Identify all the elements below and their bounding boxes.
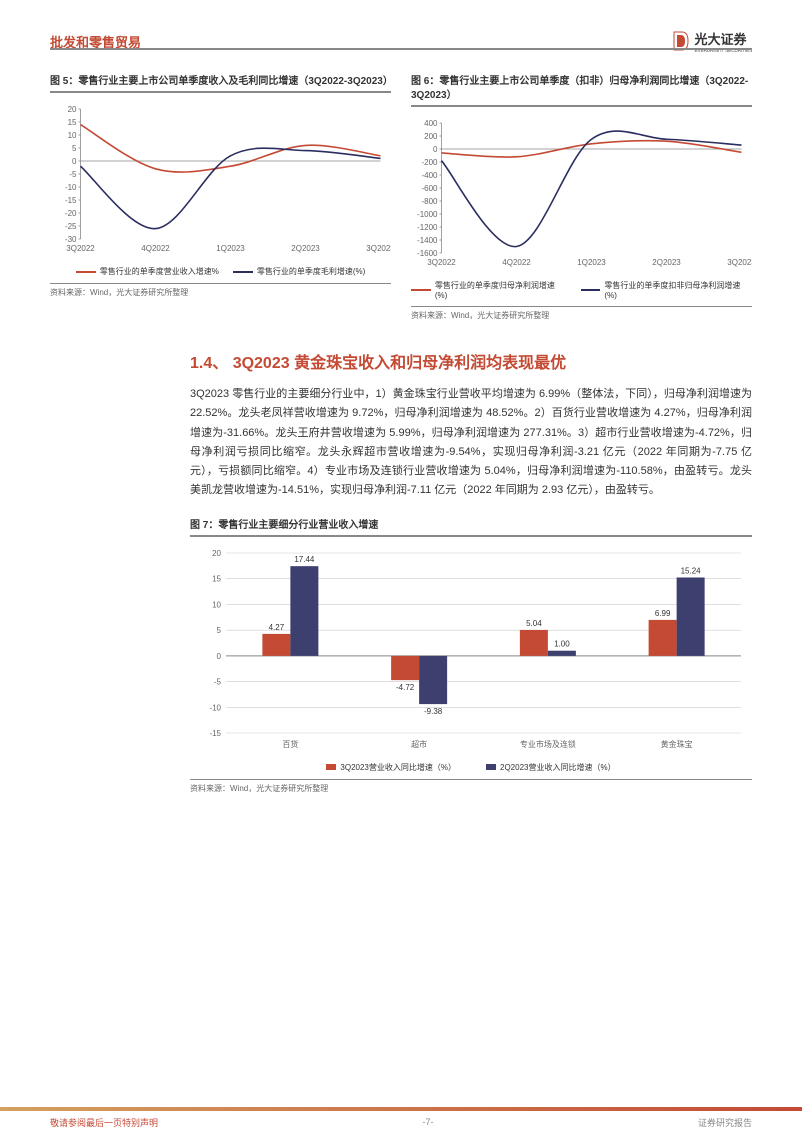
svg-text:-800: -800 [421,197,438,206]
svg-text:1Q2023: 1Q2023 [577,258,606,267]
chart-title-divider [411,105,752,107]
svg-text:20: 20 [68,105,77,114]
legend-swatch [76,271,96,273]
chart-title-divider [50,91,391,93]
chart-5-legend: 零售行业的单季度营业收入增速% 零售行业的单季度毛利增速(%) [50,266,391,277]
legend-label: 零售行业的单季度归母净利润增速(%) [435,280,567,300]
svg-text:3Q2023: 3Q2023 [366,244,391,253]
legend-label: 零售行业的单季度扣非归母净利润增速(%) [604,280,752,300]
svg-text:-15: -15 [209,729,221,738]
chart-7: 图 7：零售行业主要细分行业营业收入增速 -15 -10 -5 0 5 10 15 20 4.2… [190,519,752,794]
svg-text:1.00: 1.00 [554,639,570,648]
svg-text:10: 10 [212,600,221,609]
svg-text:-400: -400 [421,171,438,180]
chart-5: 图 5：零售行业主要上市公司单季度收入及毛利同比增速（3Q2022-3Q2023… [50,75,391,321]
header-divider [50,48,752,50]
legend-item: 3Q2023营业收入同比增速（%） [326,762,456,773]
legend-item: 零售行业的单季度归母净利润增速(%) [411,280,567,300]
svg-text:-600: -600 [421,184,438,193]
svg-text:0: 0 [72,157,77,166]
legend-swatch [486,764,496,770]
svg-text:超市: 超市 [411,739,427,749]
svg-text:2Q2023: 2Q2023 [291,244,320,253]
logo-text: 光大证券 [694,29,752,48]
svg-text:3Q2022: 3Q2022 [427,258,456,267]
section-1-4-title: 1.4、 3Q2023 黄金珠宝收入和归母净利润均表现最优 [190,349,752,373]
svg-text:15.24: 15.24 [681,566,702,575]
legend-item: 2Q2023营业收入同比增速（%） [486,762,616,773]
svg-text:200: 200 [424,132,438,141]
chart-7-svg: -15 -10 -5 0 5 10 15 20 4.27 17.44 百货 -4.72 -9.38 超市 5… [190,543,752,753]
legend-swatch [326,764,336,770]
svg-text:专业市场及连锁: 专业市场及连锁 [520,739,576,749]
svg-text:15: 15 [212,574,221,583]
legend-item: 零售行业的单季度营业收入增速% [76,266,219,277]
legend-swatch [581,289,601,291]
report-type: 证券研究报告 [698,1116,752,1129]
svg-text:3Q2023: 3Q2023 [727,258,752,267]
chart-5-source: 资料来源：Wind，光大证券研究所整理 [50,283,391,298]
svg-text:-10: -10 [65,183,77,192]
svg-text:-1600: -1600 [417,249,438,258]
svg-text:400: 400 [424,119,438,128]
chart-7-title: 图 7：零售行业主要细分行业营业收入增速 [190,519,752,533]
legend-swatch [233,271,253,273]
svg-text:-4.72: -4.72 [396,683,415,692]
legend-swatch [411,289,431,291]
page-footer: 敬请参阅最后一页特别声明 -7- 证券研究报告 [0,1111,802,1133]
svg-text:1Q2023: 1Q2023 [216,244,245,253]
svg-text:-1000: -1000 [417,210,438,219]
svg-text:10: 10 [68,131,77,140]
svg-text:4.27: 4.27 [269,622,285,631]
svg-text:百货: 百货 [282,739,298,749]
svg-text:5: 5 [217,626,222,635]
legend-label: 零售行业的单季度毛利增速(%) [257,266,365,277]
footer-disclaimer: 敬请参阅最后一页特别声明 [50,1116,158,1129]
svg-text:6.99: 6.99 [655,608,671,617]
svg-text:-10: -10 [209,703,221,712]
chart-7-source: 资料来源：Wind，光大证券研究所整理 [190,779,752,794]
svg-text:-25: -25 [65,222,77,231]
svg-text:-1400: -1400 [417,236,438,245]
legend-label: 零售行业的单季度营业收入增速% [100,266,219,277]
page-number: -7- [423,1117,434,1127]
chart-5-svg: -30 -25 -20 -15 -10 -5 0 5 10 15 20 3Q2022 4Q2022 1Q2… [50,99,391,259]
chart-5-title: 图 5：零售行业主要上市公司单季度收入及毛利同比增速（3Q2022-3Q2023… [50,75,391,89]
svg-text:20: 20 [212,549,221,558]
chart-title-divider [190,535,752,537]
svg-text:-20: -20 [65,209,77,218]
svg-text:17.44: 17.44 [294,555,315,564]
chart-6-legend: 零售行业的单季度归母净利润增速(%) 零售行业的单季度扣非归母净利润增速(%) [411,280,752,300]
svg-text:-5: -5 [69,170,77,179]
legend-label: 2Q2023营业收入同比增速（%） [500,762,616,773]
svg-text:0: 0 [433,145,438,154]
svg-text:-1200: -1200 [417,223,438,232]
chart-6-svg: -1600 -1400 -1200 -1000 -800 -600 -400 -200 0 200… [411,113,752,273]
legend-label: 3Q2023营业收入同比增速（%） [340,762,456,773]
chart-7-legend: 3Q2023营业收入同比增速（%） 2Q2023营业收入同比增速（%） [190,762,752,773]
svg-text:-15: -15 [65,196,77,205]
svg-text:2Q2023: 2Q2023 [652,258,681,267]
svg-text:0: 0 [217,651,222,660]
section-1-4-body: 3Q2023 零售行业的主要细分行业中，1）黄金珠宝行业营收平均增速为 6.99… [190,385,752,501]
legend-item: 零售行业的单季度毛利增速(%) [233,266,365,277]
svg-text:-200: -200 [421,158,438,167]
chart-6: 图 6：零售行业主要上市公司单季度（扣非）归母净利润同比增速（3Q2022-3Q… [411,75,752,321]
svg-text:黄金珠宝: 黄金珠宝 [661,739,693,749]
svg-text:5: 5 [72,144,77,153]
svg-text:5.04: 5.04 [526,618,542,627]
svg-text:-30: -30 [65,235,77,244]
legend-item: 零售行业的单季度扣非归母净利润增速(%) [581,280,752,300]
svg-text:3Q2022: 3Q2022 [66,244,95,253]
svg-text:-9.38: -9.38 [424,707,443,716]
svg-text:4Q2022: 4Q2022 [141,244,170,253]
svg-text:15: 15 [68,118,77,127]
chart-6-title: 图 6：零售行业主要上市公司单季度（扣非）归母净利润同比增速（3Q2022-3Q… [411,75,752,103]
svg-text:-5: -5 [214,677,222,686]
svg-text:4Q2022: 4Q2022 [502,258,531,267]
chart-6-source: 资料来源：Wind，光大证券研究所整理 [411,306,752,321]
